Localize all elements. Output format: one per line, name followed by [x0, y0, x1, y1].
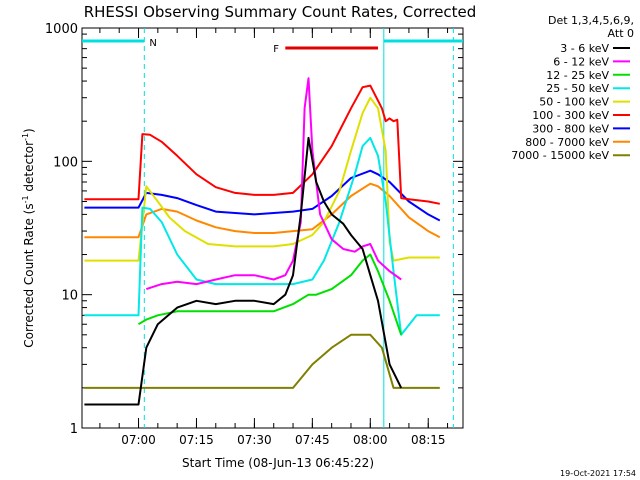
legend-label: 300 - 800 keV — [532, 122, 609, 135]
y-tick-label: 100 — [53, 155, 78, 170]
y-tick-label: 1 — [70, 422, 78, 437]
chart-title: RHESSI Observing Summary Count Rates, Co… — [84, 3, 477, 21]
x-tick-label: 08:00 — [353, 433, 388, 447]
x-tick-label: 07:45 — [295, 433, 330, 447]
y-tick-label: 1000 — [45, 22, 78, 37]
timestamp: 19-Oct-2021 17:54 — [560, 469, 636, 478]
legend-header-line1: Det 1,3,4,5,6,9, — [548, 14, 634, 27]
legend-label: 6 - 12 keV — [553, 55, 609, 68]
legend-label: 800 - 7000 keV — [525, 136, 609, 149]
legend-label: 7000 - 15000 keV — [511, 149, 609, 162]
x-tick-label: 07:00 — [121, 433, 156, 447]
plot-frame — [81, 27, 464, 429]
legend-label: 25 - 50 keV — [546, 82, 609, 95]
legend-label: 50 - 100 keV — [539, 96, 609, 109]
x-tick-label: 07:30 — [237, 433, 272, 447]
series-line — [84, 96, 440, 262]
series-line — [84, 136, 440, 336]
plot-area: 1 10 100 1000 07:00 07:15 07:30 07:45 08:00 08:15… — [45, 22, 630, 447]
y-axis-label: Corrected Count Rate (s-1 detector-1) — [21, 128, 36, 347]
night-marker-label: N — [149, 38, 156, 49]
legend-label: 100 - 300 keV — [532, 109, 609, 122]
y-tick-label: 10 — [61, 289, 78, 304]
series-line — [84, 84, 440, 205]
x-axis-label: Start Time (08-Jun-13 06:45:22) — [182, 456, 374, 470]
legend-label: 3 - 6 keV — [560, 42, 609, 55]
x-tick-label: 07:15 — [179, 433, 214, 447]
series-line — [145, 77, 402, 291]
legend-header-line2: Att 0 — [608, 27, 634, 40]
legend-label: 12 - 25 keV — [546, 69, 609, 82]
flare-marker-label: F — [273, 44, 279, 55]
series-line — [137, 253, 403, 336]
x-tick-label: 08:15 — [411, 433, 446, 447]
series-line — [84, 136, 403, 406]
